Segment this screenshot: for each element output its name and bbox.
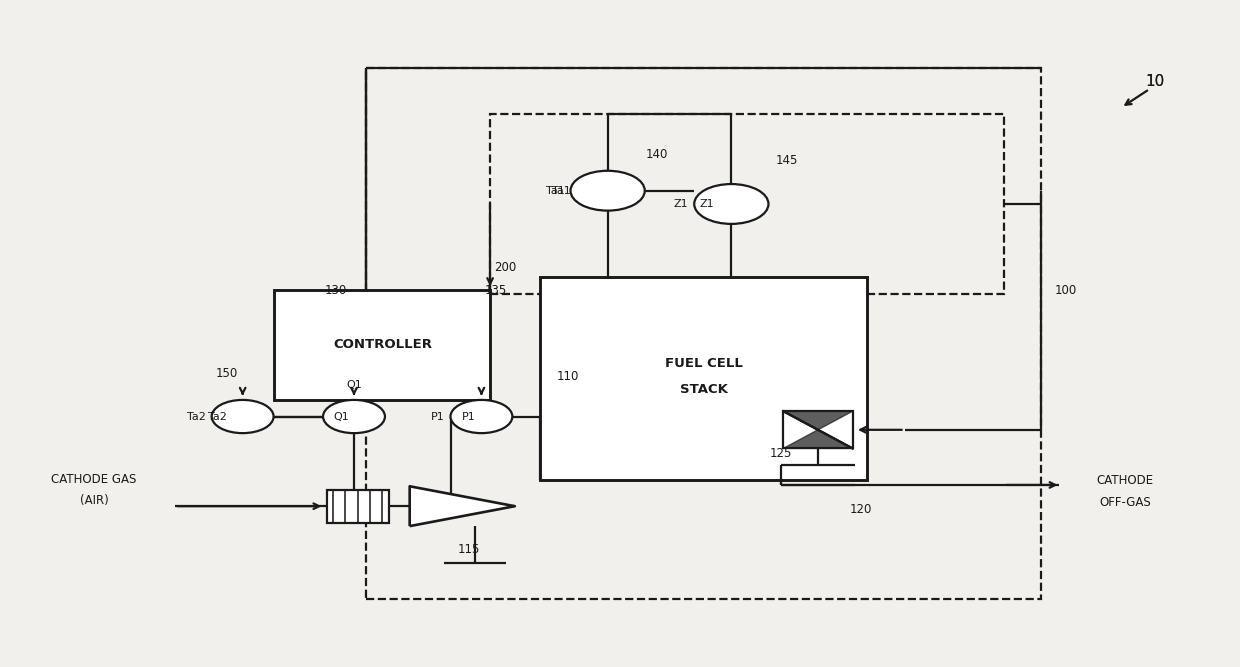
Text: 150: 150 [216, 367, 238, 380]
Text: 100: 100 [1054, 284, 1076, 297]
Text: Ta2: Ta2 [208, 412, 227, 422]
Circle shape [694, 184, 769, 224]
Text: 10: 10 [1145, 73, 1164, 89]
Text: Ta1: Ta1 [553, 185, 572, 195]
Text: STACK: STACK [681, 384, 728, 396]
Text: 120: 120 [851, 503, 873, 516]
Text: CATHODE GAS: CATHODE GAS [52, 473, 136, 486]
Text: P1: P1 [463, 412, 476, 422]
Text: OFF-GAS: OFF-GAS [1099, 496, 1151, 509]
Polygon shape [784, 412, 853, 430]
Circle shape [324, 400, 384, 433]
Text: CONTROLLER: CONTROLLER [334, 338, 432, 352]
Text: 140: 140 [646, 147, 668, 161]
Text: Q1: Q1 [334, 412, 350, 422]
Text: Q1: Q1 [346, 380, 362, 390]
FancyBboxPatch shape [327, 490, 388, 523]
FancyBboxPatch shape [784, 412, 853, 448]
Text: 135: 135 [485, 284, 507, 297]
Text: Ta1: Ta1 [546, 185, 564, 195]
Text: P1: P1 [430, 412, 444, 422]
Polygon shape [784, 430, 853, 448]
Text: 145: 145 [776, 154, 799, 167]
FancyBboxPatch shape [274, 290, 490, 400]
Text: 110: 110 [557, 370, 579, 383]
Text: 200: 200 [494, 261, 516, 273]
Text: FUEL CELL: FUEL CELL [665, 357, 743, 370]
Text: Ta2: Ta2 [187, 412, 206, 422]
Text: 125: 125 [770, 447, 792, 460]
FancyBboxPatch shape [539, 277, 868, 480]
Text: 130: 130 [325, 284, 346, 297]
Circle shape [570, 171, 645, 211]
Text: 115: 115 [458, 543, 480, 556]
Text: Z1: Z1 [673, 199, 688, 209]
Text: CATHODE: CATHODE [1096, 474, 1153, 488]
Text: Z1: Z1 [699, 199, 714, 209]
Text: 10: 10 [1145, 73, 1164, 89]
Circle shape [450, 400, 512, 433]
Circle shape [212, 400, 274, 433]
Text: (AIR): (AIR) [79, 494, 109, 508]
Polygon shape [409, 486, 515, 526]
